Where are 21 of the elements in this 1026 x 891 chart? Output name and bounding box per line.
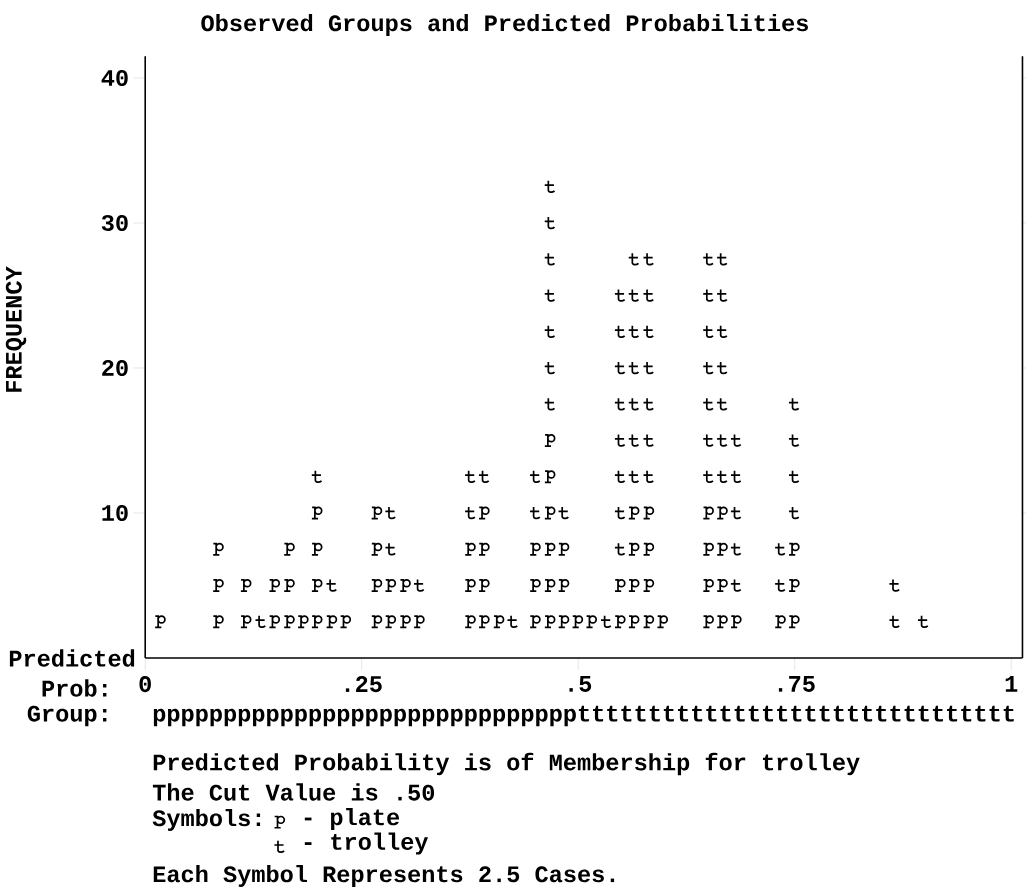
y-tick-label: 20 [102,359,128,376]
legend-label: - plate [304,808,400,830]
x-tick-label: .25 [345,676,382,693]
x-tick-label: .5 [569,676,592,692]
y-tick-label: 10 [102,504,128,521]
text: Predicted Probability is of Membership for trolley [153,752,860,776]
y-tick-label: 40 [101,69,128,86]
text: Prob: [42,679,107,697]
x-axis-title: Predicted [9,649,135,667]
x-tick-label: 1 [1005,676,1018,692]
legend-label: - trolley [304,832,429,855]
text: Group: [27,705,107,727]
x-tick-label: 0 [139,676,151,693]
x-tick-label: .75 [778,676,815,692]
y-axis-title: FREQUENCY [5,266,27,392]
legend-title: Symbols: [152,808,261,831]
chart-title: Observed Groups and Predicted Probabilities [201,14,808,36]
text: Each Symbol Represents 2.5 Cases. [153,864,615,887]
text: ppppppppppppppppppppppppppppppttttttttttttttttttttttttttttttt [153,705,1014,727]
y-tick-label: 30 [101,214,128,232]
text: The Cut Value is .50 [152,783,435,801]
